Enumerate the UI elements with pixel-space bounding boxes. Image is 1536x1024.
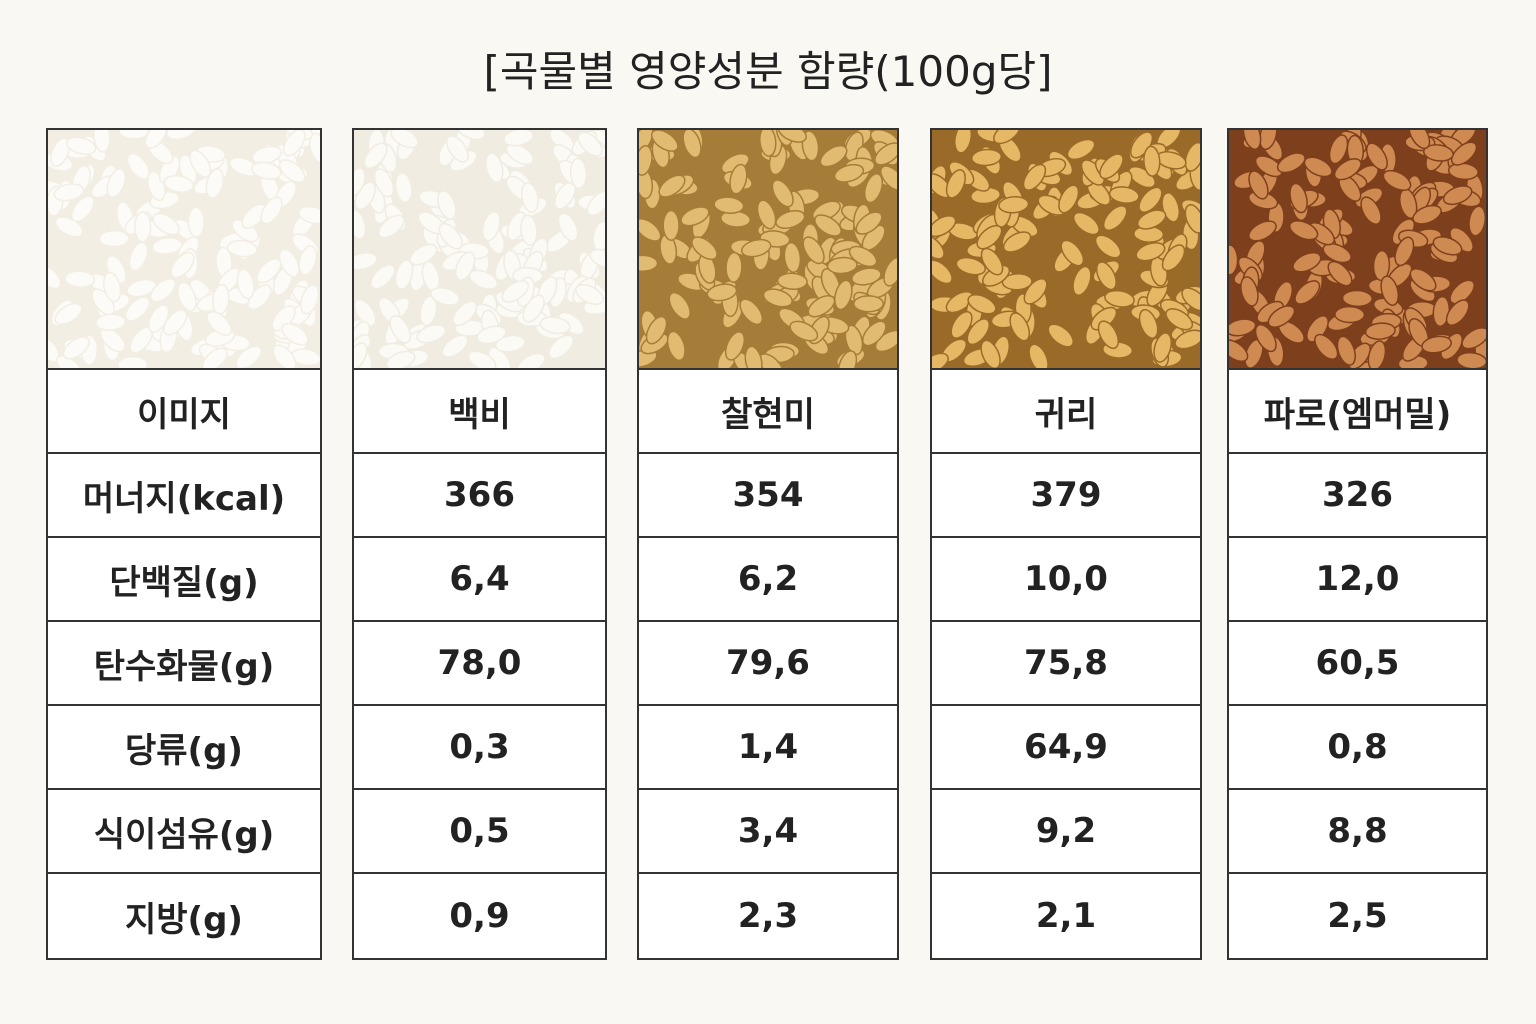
header-cell: 귀리 <box>932 370 1200 454</box>
value-cell: 2,1 <box>1035 896 1097 936</box>
column: 파로(엠머밀) 326 12,0 60,5 0,8 8,8 2,5 <box>1227 128 1488 960</box>
value-cell: 0,3 <box>354 706 605 790</box>
row-label: 머너지(kcal) <box>48 454 320 538</box>
value-cell: 10,0 <box>932 538 1200 622</box>
grain-texture <box>48 130 320 368</box>
value-cell: 354 <box>639 454 897 538</box>
value-cell: 8,8 <box>1229 790 1486 874</box>
row-label: 식이섬유(g) <box>48 790 320 874</box>
grain-image <box>932 130 1200 370</box>
value-cell: 75,8 <box>932 622 1200 706</box>
column: 귀리 379 10,0 75,8 64,9 9,2 2,1 <box>930 128 1202 960</box>
value-cell: 6,4 <box>354 538 605 622</box>
value-cell: 2,3 <box>737 896 799 936</box>
value-cell: 379 <box>932 454 1200 538</box>
grain-texture <box>354 130 605 368</box>
grain-texture <box>639 130 897 368</box>
value-cell: 78,0 <box>354 622 605 706</box>
value-cell: 6,2 <box>639 538 897 622</box>
grain-texture <box>1229 130 1486 368</box>
row-label: 탄수화물(g) <box>48 622 320 706</box>
column: 이미지 머너지(kcal) 단백질(g) 탄수화물(g) 당류(g) 식이섬유(g) 지방(… <box>46 128 322 960</box>
row-label: 지방(g) <box>125 899 243 940</box>
value-cell: 0,5 <box>354 790 605 874</box>
row-label: 당류(g) <box>48 706 320 790</box>
grain-image <box>48 130 320 370</box>
grain-texture <box>932 130 1200 368</box>
value-cell: 79,6 <box>639 622 897 706</box>
title: [곡물별 영양성분 함량(100g당] <box>483 47 1053 96</box>
row-label: 단백질(g) <box>48 538 320 622</box>
column: 찰현미 354 6,2 79,6 1,4 3,4 2,3 <box>637 128 899 960</box>
grain-image <box>639 130 897 370</box>
value-cell: 60,5 <box>1229 622 1486 706</box>
grain-image <box>1229 130 1486 370</box>
value-cell: 1,4 <box>639 706 897 790</box>
header-cell: 파로(엠머밀) <box>1229 370 1486 454</box>
value-cell: 64,9 <box>932 706 1200 790</box>
column: 백비 366 6,4 78,0 0,3 0,5 0,9 <box>352 128 607 960</box>
value-cell: 3,4 <box>639 790 897 874</box>
value-cell: 2,5 <box>1327 896 1388 936</box>
grain-image <box>354 130 605 370</box>
value-cell: 9,2 <box>932 790 1200 874</box>
header-cell: 찰현미 <box>639 370 897 454</box>
value-cell: 366 <box>354 454 605 538</box>
header-cell: 이미지 <box>48 370 320 454</box>
value-cell: 12,0 <box>1229 538 1486 622</box>
value-cell: 326 <box>1229 454 1486 538</box>
value-cell: 0,8 <box>1229 706 1486 790</box>
value-cell: 0,9 <box>449 896 510 936</box>
header-cell: 백비 <box>354 370 605 454</box>
